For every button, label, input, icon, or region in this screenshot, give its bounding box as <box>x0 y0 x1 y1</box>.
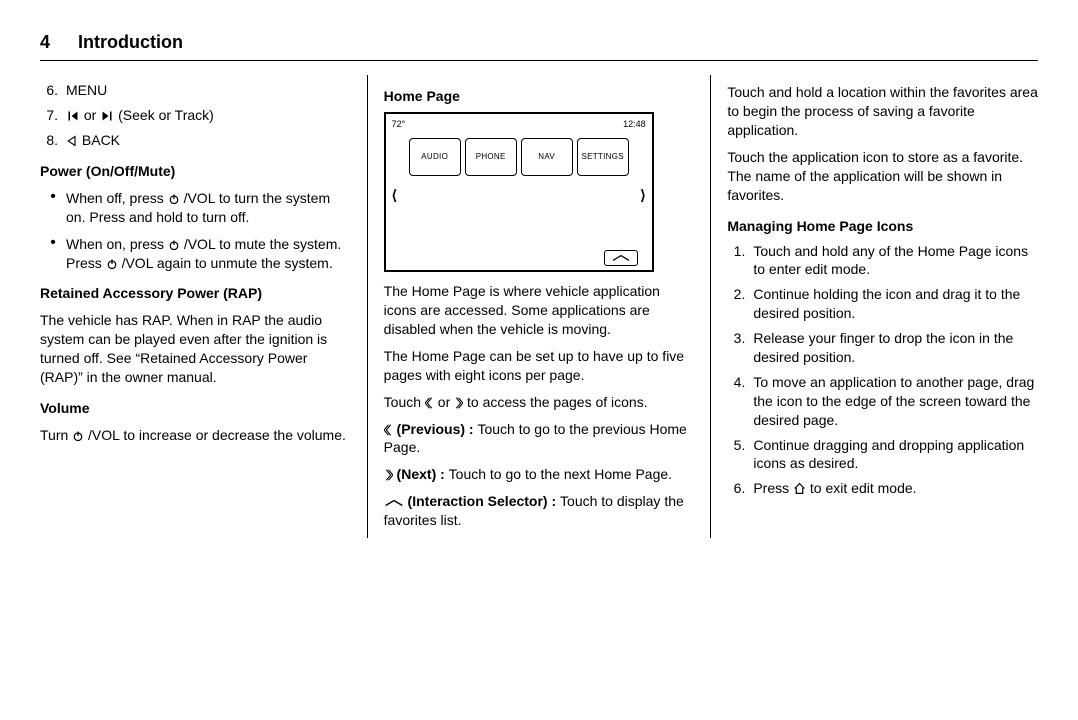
column-2: Home Page 72° 12:48 AUDIO PHONE NAV SETT… <box>367 75 711 538</box>
screen-topbar: 72° 12:48 <box>386 114 652 132</box>
list-item: 3.Release your finger to drop the icon i… <box>727 329 1038 367</box>
item-text: Touch and hold any of the Home Page icon… <box>753 242 1038 280</box>
app-settings: SETTINGS <box>577 138 629 176</box>
home-p1: The Home Page is where vehicle applicati… <box>384 282 695 339</box>
selector-desc: (Interaction Selector) : Touch to displa… <box>384 492 695 530</box>
screen-next-arrow: ⟩ <box>640 186 645 205</box>
item-text: Continue holding the icon and drag it to… <box>753 285 1038 323</box>
item-number: 3. <box>727 329 753 367</box>
chapter-title: Introduction <box>78 30 183 54</box>
prev-desc: (Previous) : Touch to go to the previous… <box>384 420 695 458</box>
power-icon <box>106 258 118 270</box>
selector-icon <box>384 498 404 508</box>
seek-prev-icon <box>66 110 80 122</box>
list-item: 5.Continue dragging and dropping applica… <box>727 436 1038 474</box>
volume-text: Turn /VOL to increase or decrease the vo… <box>40 426 351 445</box>
page-number: 4 <box>40 30 50 54</box>
list-item: 4.To move an application to another page… <box>727 373 1038 430</box>
screen-prev-arrow: ⟨ <box>392 186 397 205</box>
list-item: 2.Continue holding the icon and drag it … <box>727 285 1038 323</box>
item-text: Press to exit edit mode. <box>753 479 1038 498</box>
home-icon <box>793 482 806 495</box>
item-text: To move an application to another page, … <box>753 373 1038 430</box>
bullet-item: • When on, press /VOL to mute the system… <box>40 235 351 273</box>
managing-heading: Managing Home Page Icons <box>727 217 1038 236</box>
item-number: 6. <box>727 479 753 498</box>
bullet-text: When on, press /VOL to mute the system. … <box>66 235 351 273</box>
content-columns: 6. MENU 7. or (Seek or Track) 8. BACK Po… <box>40 75 1038 538</box>
next-desc: (Next) : Touch to go to the next Home Pa… <box>384 465 695 484</box>
home-p2: The Home Page can be set up to have up t… <box>384 347 695 385</box>
app-nav: NAV <box>521 138 573 176</box>
screen-apps: AUDIO PHONE NAV SETTINGS <box>386 138 652 176</box>
item-number: 2. <box>727 285 753 323</box>
item-number: 5. <box>727 436 753 474</box>
item-number: 7. <box>40 106 66 125</box>
chevron-right-icon <box>384 469 393 481</box>
chevron-left-icon <box>384 424 393 436</box>
page-header: 4 Introduction <box>40 30 1038 61</box>
screen-time: 12:48 <box>623 118 646 130</box>
chevron-left-icon <box>425 397 434 409</box>
screen-temp: 72° <box>392 118 406 130</box>
power-heading: Power (On/Off/Mute) <box>40 162 351 181</box>
selector-icon <box>611 254 631 262</box>
item-text: Release your finger to drop the icon in … <box>753 329 1038 367</box>
item-number: 4. <box>727 373 753 430</box>
list-item: 8. BACK <box>40 131 351 150</box>
power-icon <box>168 239 180 251</box>
screen-selector <box>604 250 638 266</box>
power-icon <box>72 430 84 442</box>
selector-label: (Interaction Selector) : <box>404 493 560 509</box>
item-text: MENU <box>66 81 351 100</box>
app-phone: PHONE <box>465 138 517 176</box>
fav-p2: Touch the application icon to store as a… <box>727 148 1038 205</box>
list-item: 1.Touch and hold any of the Home Page ic… <box>727 242 1038 280</box>
item-number: 8. <box>40 131 66 150</box>
home-page-screen: 72° 12:48 AUDIO PHONE NAV SETTINGS ⟨ ⟩ <box>384 112 654 272</box>
item-text: Continue dragging and dropping applicati… <box>753 436 1038 474</box>
home-p3: Touch or to access the pages of icons. <box>384 393 695 412</box>
column-3: Touch and hold a location within the fav… <box>710 75 1038 538</box>
item-number: 1. <box>727 242 753 280</box>
bullet-text: When off, press /VOL to turn the system … <box>66 189 351 227</box>
chevron-right-icon <box>454 397 463 409</box>
item-text: or (Seek or Track) <box>66 106 351 125</box>
list-item: 7. or (Seek or Track) <box>40 106 351 125</box>
app-audio: AUDIO <box>409 138 461 176</box>
item-number: 6. <box>40 81 66 100</box>
next-label: (Next) : <box>393 466 449 482</box>
seek-next-icon <box>100 110 114 122</box>
bullet-icon: • <box>40 189 66 227</box>
list-item: 6. Press to exit edit mode. <box>727 479 1038 498</box>
rap-heading: Retained Accessory Power (RAP) <box>40 284 351 303</box>
volume-heading: Volume <box>40 399 351 418</box>
power-icon <box>168 193 180 205</box>
column-1: 6. MENU 7. or (Seek or Track) 8. BACK Po… <box>40 75 367 538</box>
rap-text: The vehicle has RAP. When in RAP the aud… <box>40 311 351 387</box>
home-page-heading: Home Page <box>384 87 695 106</box>
bullet-icon: • <box>40 235 66 273</box>
prev-label: (Previous) : <box>393 421 478 437</box>
item-text: BACK <box>66 131 351 150</box>
bullet-item: • When off, press /VOL to turn the syste… <box>40 189 351 227</box>
fav-p1: Touch and hold a location within the fav… <box>727 83 1038 140</box>
list-item: 6. MENU <box>40 81 351 100</box>
back-icon <box>66 135 78 147</box>
